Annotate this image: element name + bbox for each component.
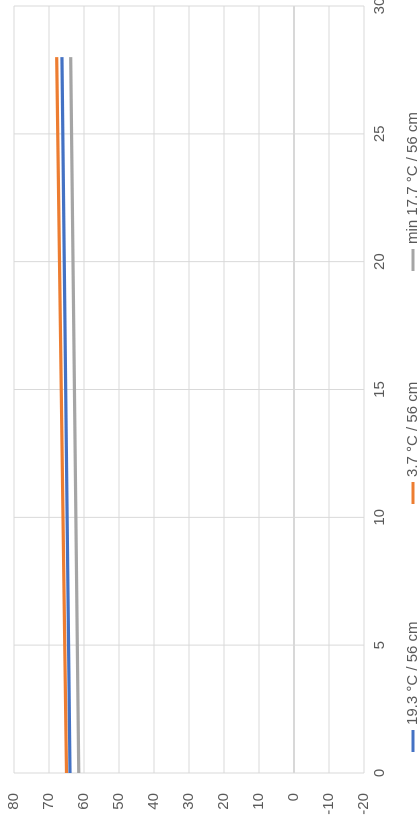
y-tick-label: -10 xyxy=(320,793,337,815)
y-tick-label: -20 xyxy=(355,793,372,815)
y-tick-label: 30 xyxy=(180,793,197,810)
x-tick-label: 25 xyxy=(371,125,388,142)
x-tick-label: 0 xyxy=(371,769,388,777)
legend-label-1: 19.3 °C / 56 cm xyxy=(404,621,420,725)
series-line-3 xyxy=(69,57,81,774)
y-axis-tick-labels: 80 70 60 50 40 30 20 10 0 -10 -20 xyxy=(5,793,372,815)
x-tick-label: 20 xyxy=(371,253,388,270)
y-tick-label: 40 xyxy=(145,793,162,810)
legend-label-3: min 17.7 °C / 56 cm xyxy=(404,112,420,244)
y-tick-label: 60 xyxy=(75,793,92,810)
series-line-1 xyxy=(60,57,72,774)
legend-label-2: 3.7 °C / 56 cm xyxy=(404,382,420,477)
x-axis-tick-labels: 0 5 10 15 20 25 30 xyxy=(371,0,388,777)
x-tick-label: 5 xyxy=(371,641,388,649)
grid xyxy=(13,5,365,774)
y-tick-label: 20 xyxy=(215,793,232,810)
legend: 19.3 °C / 56 cm 3.7 °C / 56 cm min 17.7 °C… xyxy=(404,112,420,752)
y-tick-label: 50 xyxy=(110,793,127,810)
y-tick-label: 80 xyxy=(5,793,22,810)
y-tick-label: 10 xyxy=(250,793,267,810)
series-lines xyxy=(55,57,81,774)
x-tick-label: 15 xyxy=(371,381,388,398)
series-line-2 xyxy=(55,57,69,774)
x-tick-label: 10 xyxy=(371,509,388,526)
y-tick-label: 70 xyxy=(40,793,57,810)
x-tick-label: 30 xyxy=(371,0,388,14)
y-tick-label: 0 xyxy=(285,793,302,801)
